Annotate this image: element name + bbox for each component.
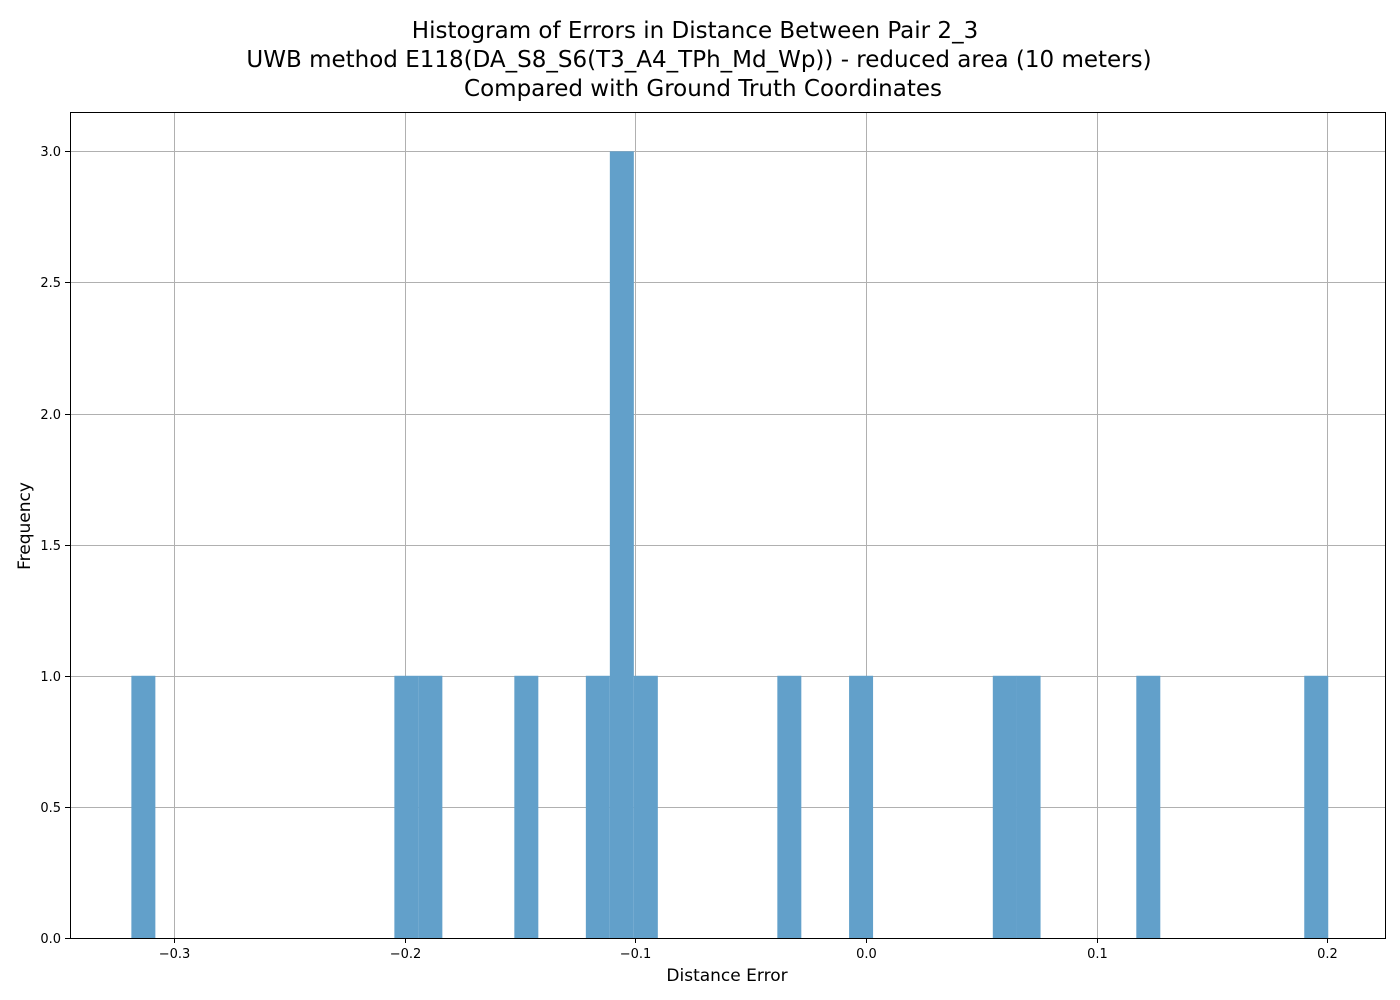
- chart-title-line-3: Compared with Ground Truth Coordinates: [464, 76, 942, 102]
- x-tick-label: −0.2: [390, 947, 422, 962]
- x-axis-label: Distance Error: [666, 966, 787, 986]
- histogram-bar: [1136, 675, 1161, 938]
- histogram-bar: [418, 675, 443, 938]
- histogram-bar: [394, 675, 419, 938]
- histogram-bars: [131, 151, 1329, 939]
- histogram-bar: [609, 151, 634, 939]
- histogram-bar: [849, 675, 874, 938]
- x-tick-label: −0.1: [620, 947, 652, 962]
- y-tick-label: 2.5: [40, 276, 61, 291]
- grid-lines: [70, 112, 1385, 939]
- y-tick-label: 0.5: [40, 801, 61, 816]
- histogram-bar: [1016, 675, 1041, 938]
- x-tick-label: 0.0: [856, 947, 877, 962]
- histogram-bar: [1304, 675, 1329, 938]
- axis-ticks: −0.3 −0.2 −0.1 0.0 0.1 0.2 0.0 0.5 1.0 1.5 2.0 2.5 3…: [40, 145, 1338, 962]
- x-tick-label: 0.1: [1087, 947, 1108, 962]
- histogram-bar: [514, 675, 539, 938]
- y-tick-label: 1.0: [40, 670, 61, 685]
- y-tick-label: 2.0: [40, 408, 61, 423]
- chart-title-line-1: Histogram of Errors in Distance Between …: [412, 18, 978, 44]
- y-tick-label: 3.0: [40, 145, 61, 160]
- x-tick-label: 0.2: [1317, 947, 1338, 962]
- histogram-bar: [992, 675, 1017, 938]
- plot-frame: [70, 112, 1386, 939]
- histogram-bar: [633, 675, 658, 938]
- histogram-bar: [777, 675, 802, 938]
- y-tick-label: 0.0: [40, 932, 61, 947]
- y-axis-label: Frequency: [15, 482, 35, 570]
- x-tick-label: −0.3: [159, 947, 191, 962]
- histogram-bar: [585, 675, 610, 938]
- y-tick-label: 1.5: [40, 539, 61, 554]
- histogram-bar: [131, 675, 156, 938]
- chart-title-line-2: UWB method E118(DA_S8_S6(T3_A4_TPh_Md_Wp…: [246, 47, 1151, 73]
